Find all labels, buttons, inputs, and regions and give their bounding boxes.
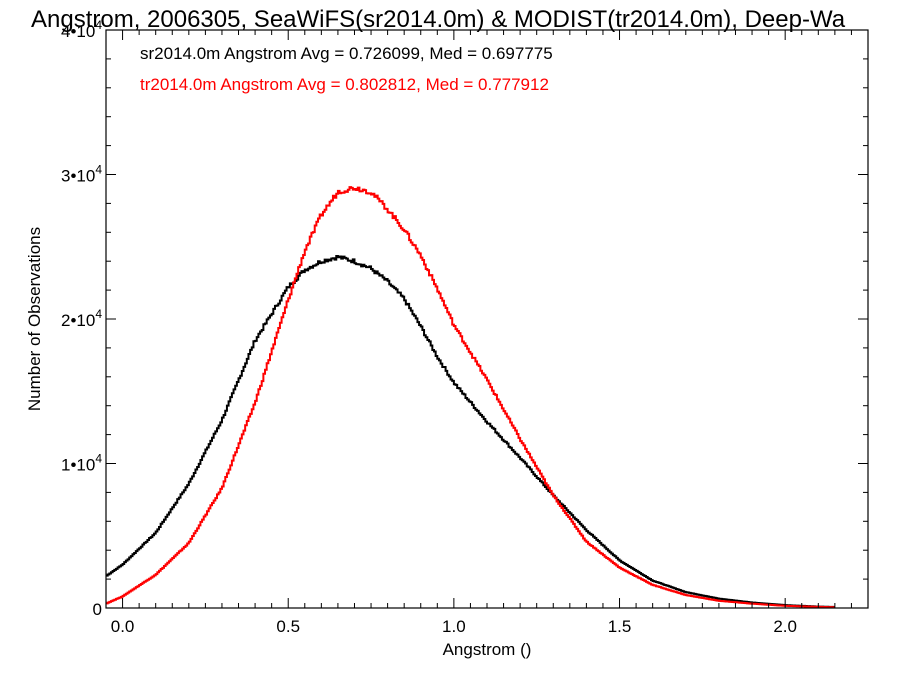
y-tick-label: 3•104: [61, 163, 102, 186]
annotation-text: sr2014.0m Angstrom Avg = 0.726099, Med =…: [140, 44, 553, 63]
x-tick-label: 1.5: [608, 617, 632, 636]
y-axis-ticks: 0 1•104 2•104 3•104 4•104: [61, 18, 868, 619]
y-tick-label: 1•104: [61, 452, 102, 475]
y-axis-label: Number of Observations: [25, 227, 44, 411]
series-line: [106, 186, 835, 609]
y-tick-label: 2•104: [61, 307, 102, 330]
series-layer: [106, 186, 835, 609]
x-tick-label: 2.0: [773, 617, 797, 636]
y-tick-label: 4•104: [61, 18, 102, 41]
x-axis-label: Angstrom (): [443, 640, 532, 659]
x-axis-ticks: 0.0 0.5 1.0 1.5 2.0: [105, 30, 869, 636]
x-tick-label: 0.5: [276, 617, 300, 636]
legend-annotations: sr2014.0m Angstrom Avg = 0.726099, Med =…: [140, 44, 553, 94]
y-tick-label: 0: [93, 600, 102, 619]
plot-frame: [105, 29, 869, 609]
x-tick-label: 1.0: [442, 617, 466, 636]
x-tick-label: 0.0: [111, 617, 135, 636]
series-line: [106, 255, 835, 608]
chart-title: Angstrom, 2006305, SeaWiFS(sr2014.0m) & …: [31, 6, 846, 33]
annotation-text: tr2014.0m Angstrom Avg = 0.802812, Med =…: [140, 75, 549, 94]
